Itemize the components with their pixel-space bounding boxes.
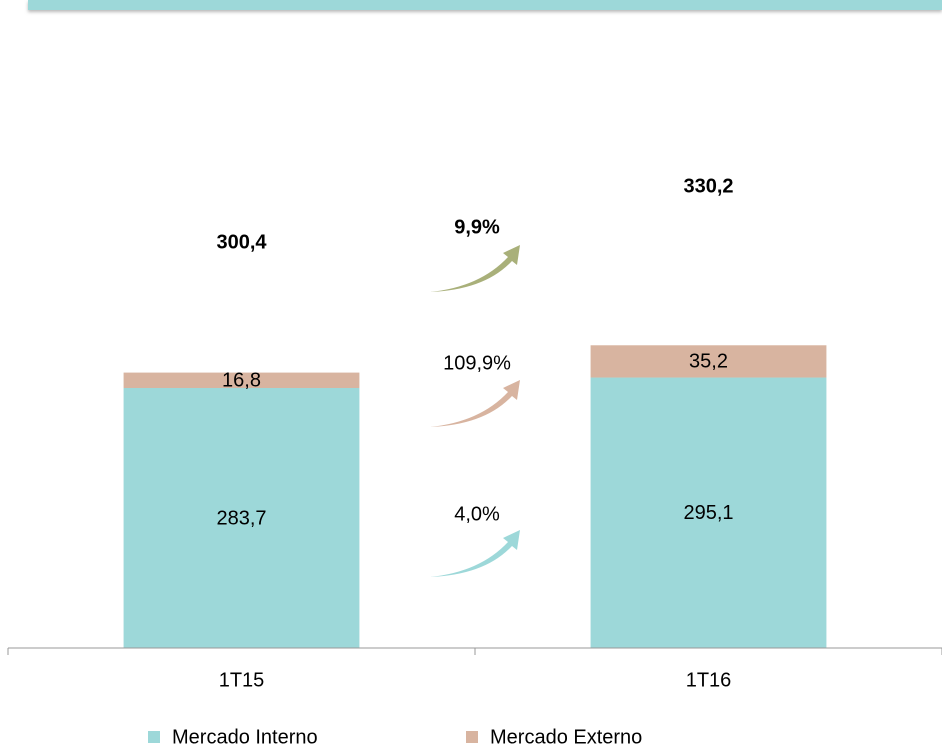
bar-segment: [590, 345, 827, 378]
bar-segment: [590, 377, 827, 648]
header-band: [28, 0, 942, 10]
plot: 283,7 16,8 300,4 1T15 295,1 35,2 330,2 1T16 9,9%…: [7, 175, 942, 748]
bar-segment: [123, 387, 360, 648]
value-label: 283,7: [216, 507, 266, 529]
value-label: 16,8: [222, 370, 261, 392]
growth-arrow: [430, 380, 520, 427]
legend-swatch: [148, 731, 160, 743]
growth-label: 9,9%: [454, 216, 500, 238]
legend-label: Mercado Interno: [172, 726, 318, 748]
legend-label: Mercado Externo: [490, 726, 642, 748]
growth-label: 4,0%: [454, 503, 500, 525]
value-label: 35,2: [689, 351, 728, 373]
value-label: 295,1: [683, 502, 733, 524]
total-label: 330,2: [683, 175, 733, 197]
bar-segment: [123, 372, 360, 388]
x-tick-label: 1T16: [686, 669, 732, 691]
growth-label: 109,9%: [443, 352, 511, 374]
legend-swatch: [466, 731, 478, 743]
growth-arrow: [430, 245, 520, 292]
growth-arrow: [430, 530, 520, 577]
x-tick-label: 1T15: [219, 669, 265, 691]
total-label: 300,4: [216, 231, 267, 253]
